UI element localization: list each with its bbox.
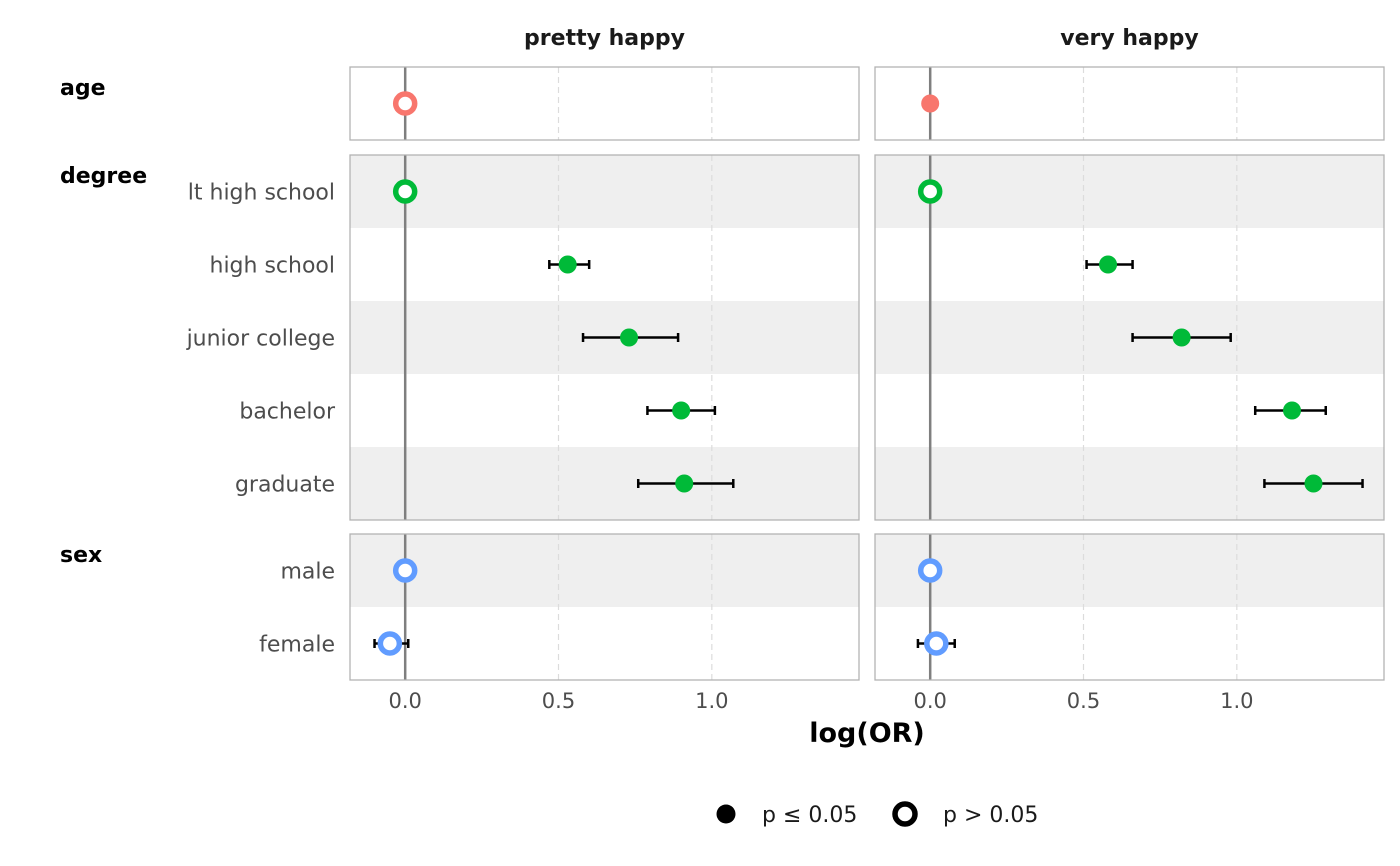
panel-border [349, 154, 860, 521]
panel-border [349, 533, 860, 681]
x-axis-title: log(OR) [809, 718, 925, 749]
panel-border [349, 66, 860, 141]
panel-border [874, 533, 1385, 681]
group-label-degree: degree [60, 164, 147, 189]
group-label-age: age [60, 76, 106, 101]
grid-lines [403, 67, 1238, 680]
text-labels: pretty happy 0.0 0.5 1.0 very happy 0.0 0.5 1.0… [60, 26, 1254, 713]
point-pretty-happy-degree-lt-high-school [392, 179, 418, 204]
point-pretty-happy-degree-high-school [558, 255, 577, 274]
row-label-graduate: graduate [235, 473, 335, 498]
point-very-happy-sex-female [924, 631, 949, 656]
panel-border [874, 66, 1385, 141]
row-label-lt-high-school: lt high school [188, 181, 335, 206]
row-band [875, 534, 1384, 607]
row-band [350, 155, 859, 228]
row-band [350, 447, 859, 520]
row-bands [350, 67, 1384, 680]
row-band [875, 67, 1384, 140]
row-band [875, 607, 1384, 680]
legend-label-significant: p ≤ 0.05 [762, 803, 857, 828]
row-label-junior-college: junior college [186, 327, 335, 352]
point-pretty-happy-degree-junior-college [620, 328, 639, 347]
point-very-happy-age [921, 94, 940, 113]
x-tick-label: 1.0 [695, 689, 728, 713]
row-band [350, 534, 859, 607]
point-very-happy-sex-male [917, 558, 943, 583]
data-marks [373, 91, 1364, 656]
legend-key-filled [716, 804, 736, 824]
x-tick-label: 0.5 [542, 689, 575, 713]
point-very-happy-degree-high-school [1099, 255, 1118, 274]
row-label-high-school: high school [210, 254, 336, 279]
point-pretty-happy-sex-female [377, 631, 403, 656]
row-label-bachelor: bachelor [239, 400, 336, 425]
row-band [875, 155, 1384, 228]
x-tick-label: 1.0 [1220, 689, 1253, 713]
point-very-happy-degree-graduate [1304, 474, 1323, 493]
point-pretty-happy-age [392, 91, 418, 116]
row-band [350, 607, 859, 680]
row-band [350, 374, 859, 447]
point-pretty-happy-degree-graduate [675, 474, 694, 493]
x-tick-label: 0.0 [913, 689, 946, 713]
row-label-male: male [280, 560, 335, 585]
row-band [350, 228, 859, 301]
panel-border [874, 154, 1385, 521]
point-very-happy-degree-junior-college [1172, 328, 1191, 347]
row-label-female: female [259, 633, 335, 658]
legend-label-nonsignificant: p > 0.05 [943, 803, 1038, 828]
point-pretty-happy-degree-bachelor [672, 401, 691, 420]
x-tick-label: 0.5 [1067, 689, 1100, 713]
group-label-sex: sex [60, 543, 102, 568]
row-band [350, 67, 859, 140]
point-pretty-happy-sex-male [392, 558, 418, 583]
row-band [875, 301, 1384, 374]
facet-label-pretty-happy: pretty happy [524, 26, 685, 51]
panel-borders [349, 66, 1385, 681]
point-very-happy-degree-lt-high-school [917, 179, 943, 204]
facet-label-very-happy: very happy [1060, 26, 1198, 51]
legend-key-hollow [892, 801, 918, 827]
legend: p ≤ 0.05 p > 0.05 [716, 801, 1038, 828]
point-very-happy-degree-bachelor [1283, 401, 1302, 420]
x-tick-label: 0.0 [388, 689, 421, 713]
